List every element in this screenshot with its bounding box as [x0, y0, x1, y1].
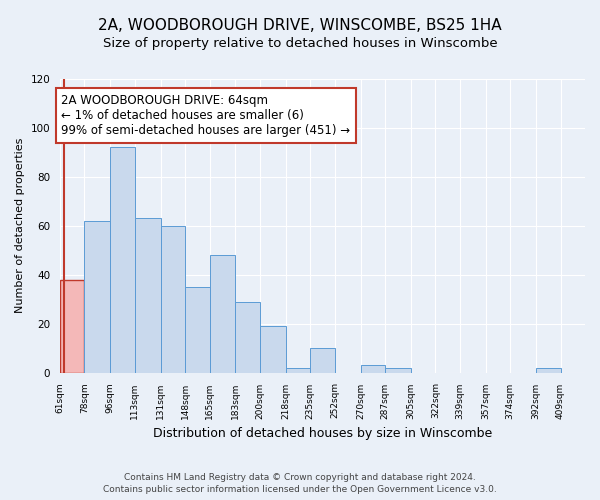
Text: 2A, WOODBOROUGH DRIVE, WINSCOMBE, BS25 1HA: 2A, WOODBOROUGH DRIVE, WINSCOMBE, BS25 1… — [98, 18, 502, 32]
Bar — [385, 368, 411, 372]
Bar — [310, 348, 335, 372]
Bar — [536, 368, 560, 372]
Bar — [235, 302, 260, 372]
Bar — [85, 221, 110, 372]
Text: Size of property relative to detached houses in Winscombe: Size of property relative to detached ho… — [103, 38, 497, 51]
Text: Contains public sector information licensed under the Open Government Licence v3: Contains public sector information licen… — [103, 484, 497, 494]
Y-axis label: Number of detached properties: Number of detached properties — [15, 138, 25, 314]
Bar — [161, 226, 185, 372]
Bar — [185, 287, 209, 372]
Bar — [209, 255, 235, 372]
Bar — [110, 148, 135, 372]
Text: Contains HM Land Registry data © Crown copyright and database right 2024.: Contains HM Land Registry data © Crown c… — [124, 473, 476, 482]
Bar — [260, 326, 286, 372]
Bar — [286, 368, 310, 372]
X-axis label: Distribution of detached houses by size in Winscombe: Distribution of detached houses by size … — [153, 427, 492, 440]
Text: 2A WOODBOROUGH DRIVE: 64sqm
← 1% of detached houses are smaller (6)
99% of semi-: 2A WOODBOROUGH DRIVE: 64sqm ← 1% of deta… — [61, 94, 350, 136]
Bar — [135, 218, 161, 372]
Bar — [361, 365, 385, 372]
Bar — [60, 280, 85, 372]
